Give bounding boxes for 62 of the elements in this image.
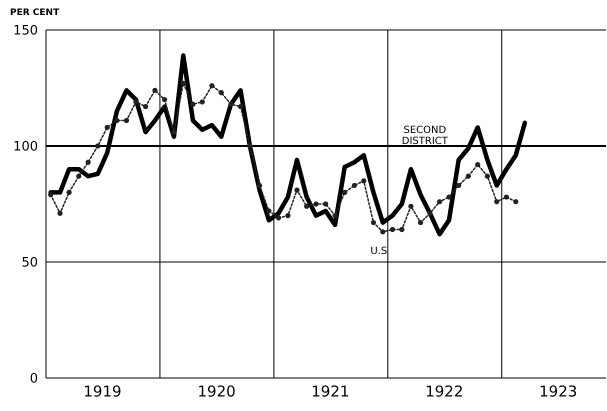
point xyxy=(456,182,462,188)
point xyxy=(285,213,291,218)
point xyxy=(494,199,500,204)
point xyxy=(466,174,471,179)
point xyxy=(323,201,328,207)
point xyxy=(200,99,205,105)
point xyxy=(276,215,282,221)
point xyxy=(427,210,433,216)
point xyxy=(313,201,319,207)
point xyxy=(380,229,386,234)
point xyxy=(361,178,366,184)
point xyxy=(152,88,158,93)
point xyxy=(418,220,424,226)
x-tick-label: 1923 xyxy=(539,382,578,401)
point xyxy=(475,162,480,168)
point xyxy=(399,226,404,232)
point xyxy=(238,104,244,110)
point xyxy=(180,80,186,86)
point xyxy=(104,124,110,130)
point xyxy=(142,104,148,110)
point xyxy=(95,143,100,149)
point xyxy=(294,187,300,193)
point xyxy=(408,204,414,209)
point xyxy=(504,194,510,200)
point xyxy=(352,182,358,188)
point xyxy=(124,118,130,124)
y-tick-label: 150 xyxy=(13,24,38,39)
x-tick-label: 1920 xyxy=(198,382,236,401)
point xyxy=(437,199,442,204)
y-tick-label: 100 xyxy=(13,140,38,155)
point xyxy=(446,194,452,200)
point xyxy=(484,174,490,179)
x-tick-label: 1919 xyxy=(83,382,122,401)
y-tick-label: 0 xyxy=(30,372,38,387)
series-label: U.S xyxy=(370,246,388,257)
x-tick-label: 1921 xyxy=(311,382,350,401)
point xyxy=(247,143,252,149)
point xyxy=(304,204,310,209)
point xyxy=(133,99,138,105)
x-tick-label: 1922 xyxy=(425,382,464,401)
point xyxy=(66,190,72,195)
point xyxy=(218,90,224,96)
point xyxy=(48,192,54,198)
point xyxy=(171,129,177,135)
point xyxy=(162,97,168,102)
point xyxy=(209,83,215,88)
point xyxy=(256,182,262,188)
point xyxy=(266,208,272,214)
point xyxy=(86,160,91,165)
point xyxy=(57,210,63,216)
point xyxy=(332,213,338,218)
point xyxy=(390,226,396,232)
point xyxy=(370,220,376,226)
y-tick-label: 50 xyxy=(21,256,38,271)
point xyxy=(190,102,196,107)
point xyxy=(513,199,518,204)
point xyxy=(228,102,234,107)
series-label: SECOND DISTRICT xyxy=(402,124,449,147)
point xyxy=(114,118,120,124)
y-axis-title: PER CENT xyxy=(10,8,60,18)
point xyxy=(342,190,348,195)
point xyxy=(76,174,82,179)
